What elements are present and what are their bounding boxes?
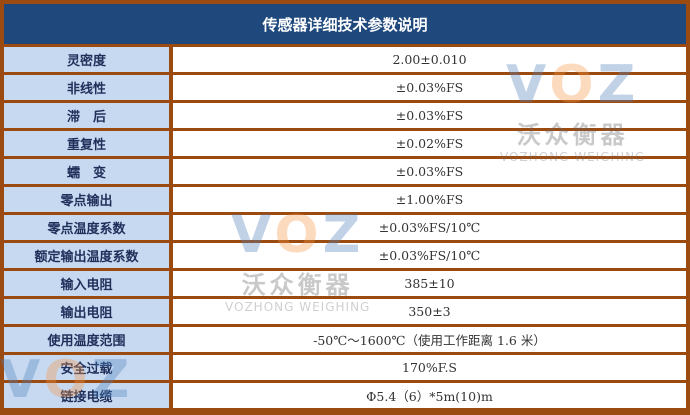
param-label: 链接电缆	[4, 383, 169, 408]
param-value: 385±10	[173, 271, 686, 296]
table-row: 额定输出温度系数 ±0.03%FS/10℃	[4, 243, 686, 268]
table-row: 输入电阻 385±10	[4, 271, 686, 296]
param-label: 零点输出	[4, 187, 169, 212]
param-value: ±0.02%FS	[173, 131, 686, 156]
param-label: 安全过载	[4, 355, 169, 380]
param-value: 2.00±0.010	[173, 47, 686, 72]
table-row: 重复性 ±0.02%FS	[4, 131, 686, 156]
param-label: 非线性	[4, 75, 169, 100]
param-value: Φ5.4（6）*5m(10)m	[173, 383, 686, 408]
table-row: 链接电缆 Φ5.4（6）*5m(10)m	[4, 383, 686, 408]
param-value: -50℃～1600℃（使用工作距离 1.6 米）	[173, 327, 686, 352]
table-row: 零点温度系数 ±0.03%FS/10℃	[4, 215, 686, 240]
table-row: 灵密度 2.00±0.010	[4, 47, 686, 72]
param-label: 重复性	[4, 131, 169, 156]
param-value: ±1.00%FS	[173, 187, 686, 212]
table-row: 非线性 ±0.03%FS	[4, 75, 686, 100]
param-label: 额定输出温度系数	[4, 243, 169, 268]
param-label: 输入电阻	[4, 271, 169, 296]
param-label: 零点温度系数	[4, 215, 169, 240]
param-value: 170%F.S	[173, 355, 686, 380]
table-row: 零点输出 ±1.00%FS	[4, 187, 686, 212]
param-value: ±0.03%FS	[173, 103, 686, 128]
param-label: 使用温度范围	[4, 327, 169, 352]
param-label: 滞 后	[4, 103, 169, 128]
table-title: 传感器详细技术参数说明	[4, 4, 686, 44]
param-label: 输出电阻	[4, 299, 169, 324]
table-row: 使用温度范围 -50℃～1600℃（使用工作距离 1.6 米）	[4, 327, 686, 352]
table-row: 滞 后 ±0.03%FS	[4, 103, 686, 128]
table-row: 输出电阻 350±3	[4, 299, 686, 324]
param-label: 蠕 变	[4, 159, 169, 184]
param-value: ±0.03%FS/10℃	[173, 243, 686, 268]
table-row: 安全过载 170%F.S	[4, 355, 686, 380]
table-row: 蠕 变 ±0.03%FS	[4, 159, 686, 184]
param-value: ±0.03%FS/10℃	[173, 215, 686, 240]
param-value: 350±3	[173, 299, 686, 324]
param-value: ±0.03%FS	[173, 75, 686, 100]
param-value: ±0.03%FS	[173, 159, 686, 184]
param-label: 灵密度	[4, 47, 169, 72]
